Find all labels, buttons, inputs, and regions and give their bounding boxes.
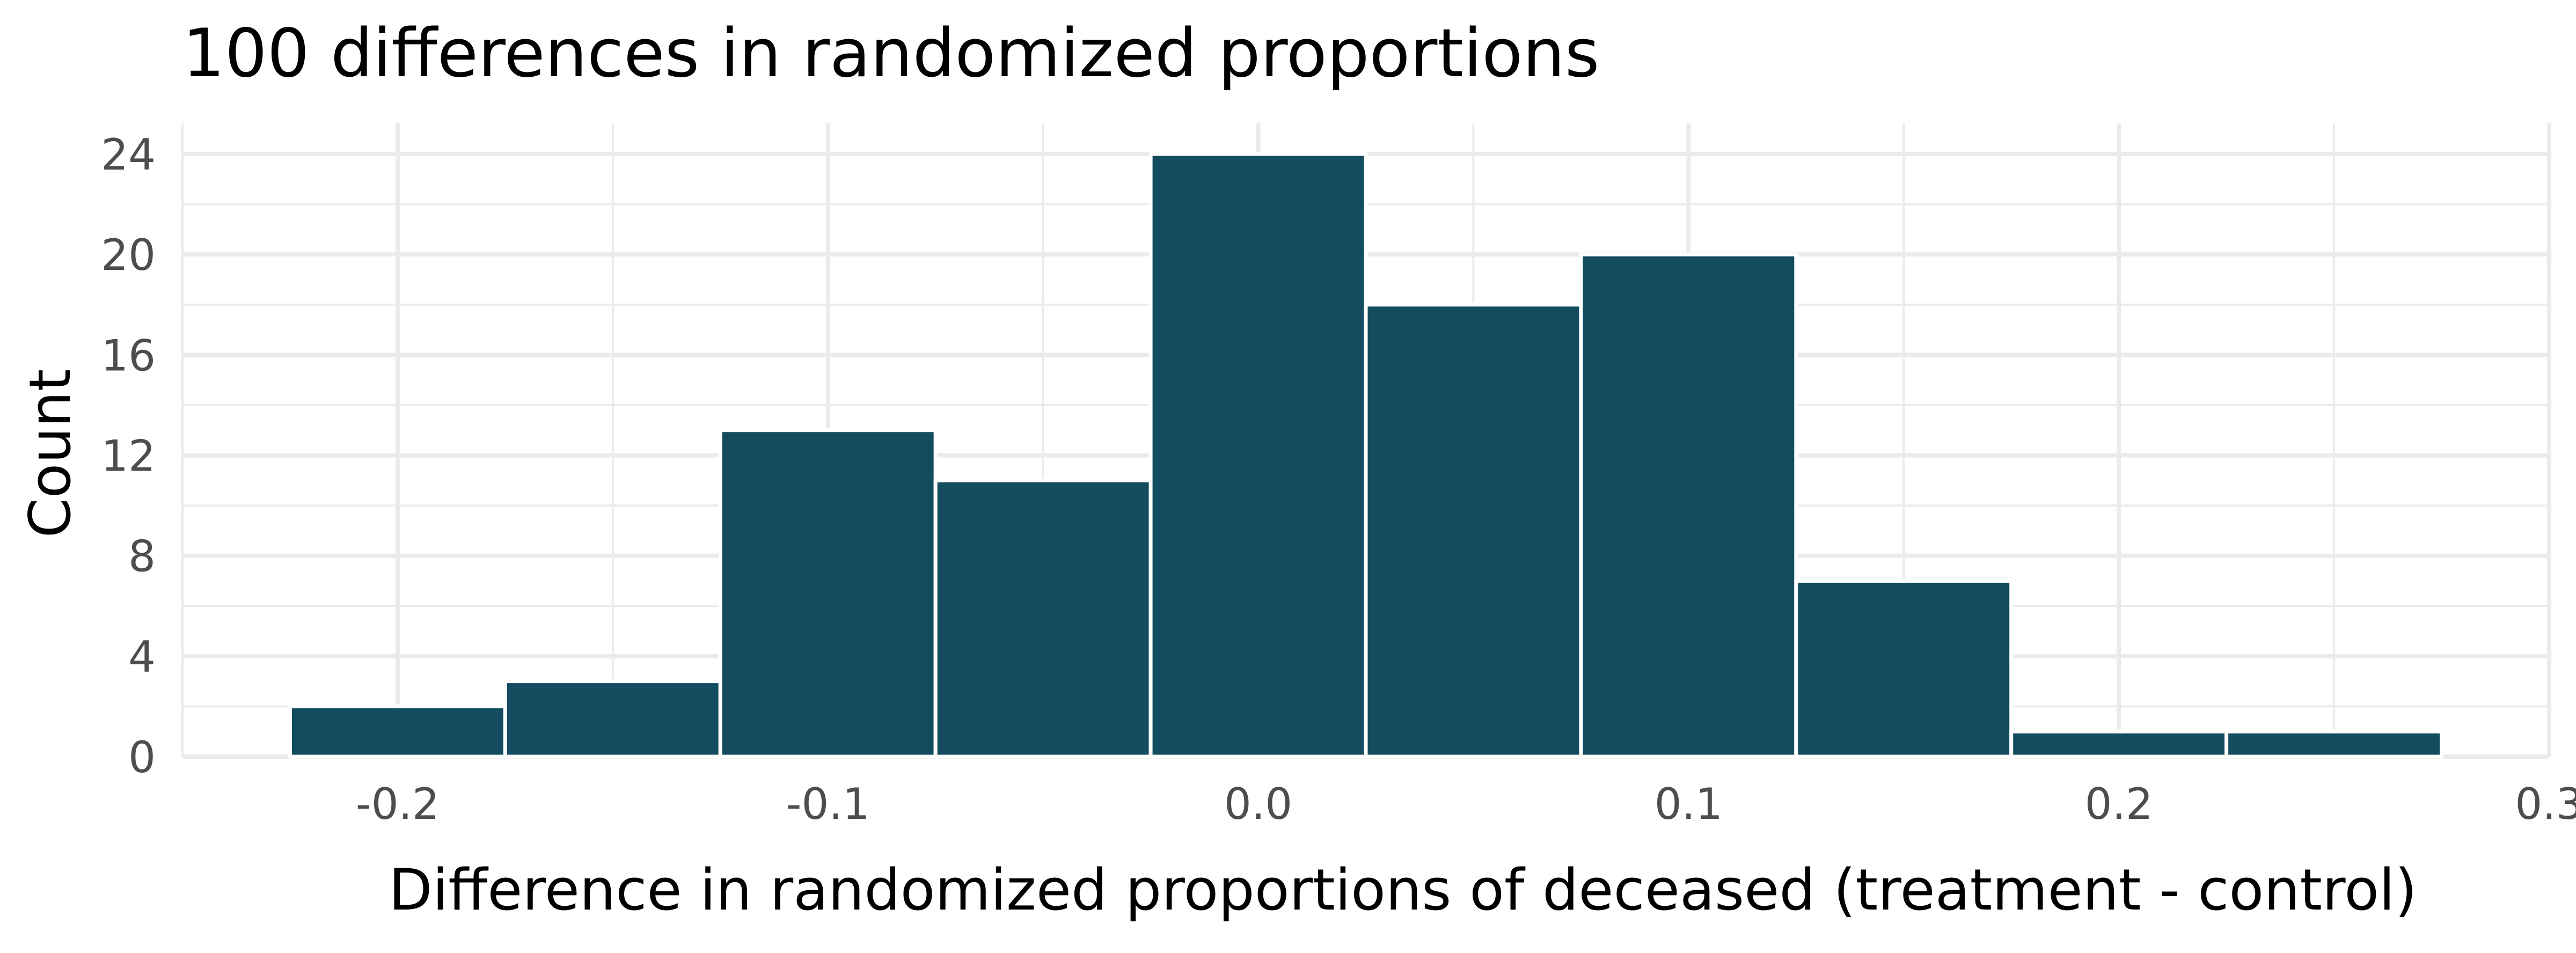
y-axis-title: Count [17, 369, 83, 538]
x-tick-label: -0.2 [356, 779, 440, 829]
x-axis-title: Difference in randomized proportions of … [389, 857, 2417, 923]
histogram-bar [1579, 252, 1798, 759]
chart-title: 100 differences in randomized proportion… [182, 15, 1599, 92]
histogram-bar [288, 704, 507, 759]
histogram-bars [288, 152, 2444, 759]
plot-panel [181, 123, 2551, 759]
x-axis-tick-labels: -0.2 -0.1 0.0 0.1 0.2 0.3 [356, 779, 2576, 829]
histogram-bar [503, 679, 722, 759]
y-tick-label: 16 [101, 331, 156, 380]
histogram-bar [1364, 303, 1583, 759]
histogram-bar [1794, 578, 2014, 759]
y-tick-label: 20 [101, 230, 156, 280]
y-tick-label: 4 [128, 632, 156, 682]
y-axis-tick-labels: 0 4 8 12 16 20 24 [101, 130, 156, 782]
histogram-bar [2009, 729, 2229, 759]
histogram-bar [933, 478, 1153, 759]
histogram-bar [718, 428, 938, 759]
histogram-bar [1148, 152, 1368, 759]
x-tick-label: 0.3 [2515, 779, 2576, 829]
x-tick-label: 0.2 [2085, 779, 2153, 829]
x-tick-label: 0.0 [1224, 779, 1292, 829]
x-tick-label: -0.1 [786, 779, 870, 829]
y-tick-label: 24 [101, 130, 156, 180]
x-tick-label: 0.1 [1655, 779, 1723, 829]
y-tick-label: 12 [101, 431, 156, 481]
histogram-bar [2224, 729, 2444, 759]
y-tick-label: 0 [128, 732, 156, 782]
y-tick-label: 8 [128, 532, 156, 582]
